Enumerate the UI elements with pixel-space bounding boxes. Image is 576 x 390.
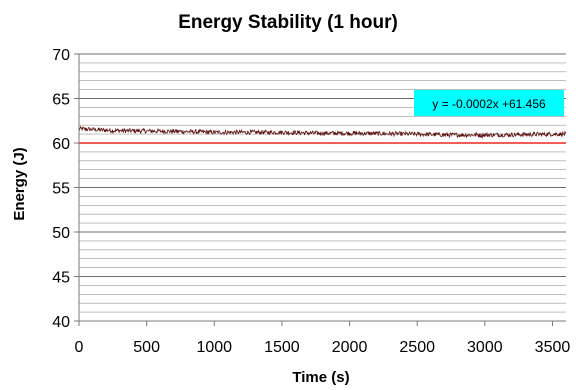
y-tick-label: 70	[52, 47, 70, 64]
x-tick-label: 0	[75, 339, 84, 356]
x-axis-title: Time (s)	[292, 369, 349, 386]
x-tick-labels: 0 500 1000 1500 2000 2500 3000 3500	[75, 339, 571, 356]
x-tick-label: 3500	[535, 339, 571, 356]
y-tick-label: 55	[52, 181, 70, 198]
trendline-annotation-text: y = -0.0002x +61.456	[432, 97, 546, 111]
series-line-0	[78, 125, 567, 139]
y-tick-label: 50	[52, 225, 70, 242]
x-tick-label: 2000	[332, 339, 368, 356]
y-tick-label: 40	[52, 314, 70, 331]
trendline-annotation-box	[414, 90, 564, 116]
y-tick-label: 60	[52, 136, 70, 153]
chart-title: Energy Stability (1 hour)	[178, 12, 398, 33]
y-tick-label: 65	[52, 92, 70, 109]
y-tick-labels: 40 45 50 55 60 65 70	[52, 47, 70, 331]
x-tick-label: 500	[133, 339, 160, 356]
minor-grid	[79, 62, 566, 313]
x-tick-label: 1000	[196, 339, 232, 356]
series-layer	[78, 125, 567, 144]
x-tick-label: 1500	[264, 339, 300, 356]
y-axis-title: Energy (J)	[11, 147, 28, 220]
x-tick-label: 2500	[399, 339, 435, 356]
trendline-annotation: y = -0.0002x +61.456	[414, 90, 564, 116]
x-tick-label: 3000	[467, 339, 503, 356]
y-tick-label: 45	[52, 270, 70, 287]
axes	[74, 53, 566, 326]
